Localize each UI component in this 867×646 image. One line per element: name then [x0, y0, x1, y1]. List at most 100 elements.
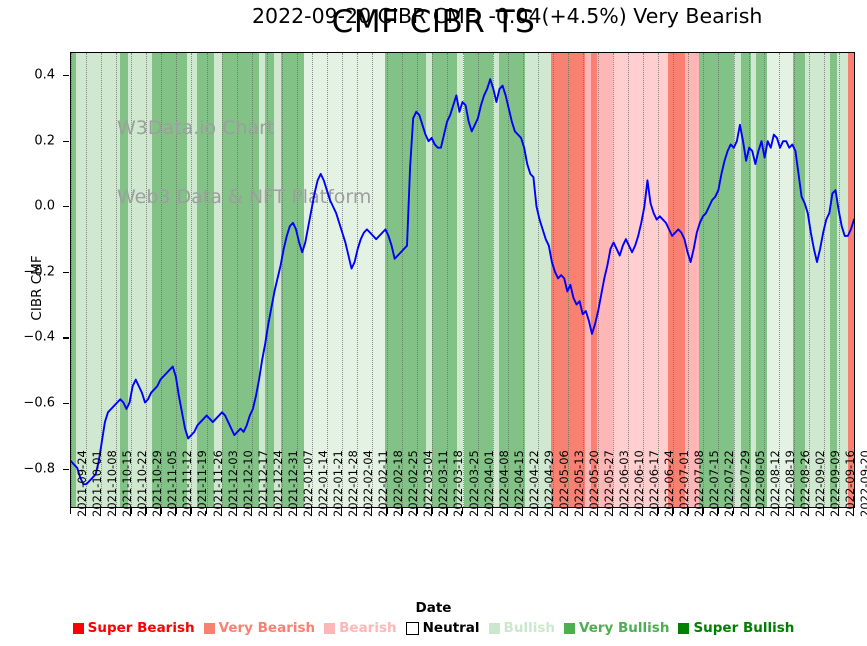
- regime-band: [258, 53, 265, 507]
- legend-item[interactable]: Very Bearish: [203, 620, 316, 636]
- x-tick-mark: [160, 508, 162, 514]
- gridline: [191, 53, 193, 507]
- legend-item[interactable]: Super Bearish: [72, 620, 195, 636]
- x-tick-label: 2022-04-29: [541, 450, 556, 517]
- regime-band: [385, 53, 426, 507]
- x-tick-label: 2022-07-08: [692, 450, 707, 517]
- y-tick-mark: [63, 206, 69, 208]
- gridline: [598, 53, 600, 507]
- legend-item[interactable]: Very Bullish: [563, 620, 669, 636]
- x-tick-label: 2022-07-01: [677, 450, 692, 517]
- x-tick-label: 2022-09-02: [812, 450, 827, 517]
- x-tick-mark: [642, 508, 644, 514]
- gridline: [281, 53, 283, 507]
- regime-band: [498, 53, 525, 507]
- x-tick-label: 2021-10-29: [150, 450, 165, 517]
- gridline: [372, 53, 374, 507]
- regime-band: [740, 53, 751, 507]
- regime-band: [585, 53, 592, 507]
- x-tick-mark: [702, 508, 704, 514]
- x-tick-label: 2021-09-24: [75, 450, 89, 517]
- regime-band: [264, 53, 274, 507]
- x-tick-label: 2021-11-26: [210, 450, 225, 517]
- y-tick-label: −0.8: [23, 461, 55, 477]
- legend-item[interactable]: Super Bullish: [678, 620, 794, 636]
- x-tick-label: 2022-01-21: [330, 450, 345, 517]
- x-tick-mark: [386, 508, 388, 514]
- x-tick-mark: [672, 508, 674, 514]
- x-tick-label: 2022-04-22: [526, 450, 541, 517]
- x-tick-mark: [491, 508, 493, 514]
- x-tick-mark: [70, 508, 72, 514]
- x-tick-label: 2021-11-12: [180, 450, 195, 517]
- regime-band: [755, 53, 767, 507]
- regime-band: [793, 53, 805, 507]
- x-tick-label: 2022-05-27: [602, 450, 617, 517]
- y-axis: 0.4 0.2 0.0 −0.2 −0.4 −0.6 −0.8: [0, 52, 69, 508]
- x-tick-mark: [792, 508, 795, 514]
- y-tick-label: −0.6: [23, 395, 55, 411]
- x-tick-label: 2022-02-11: [376, 450, 391, 517]
- x-tick-label: 2022-05-20: [586, 450, 601, 517]
- gridline: [432, 53, 434, 507]
- legend-label: Very Bearish: [218, 620, 316, 636]
- gridline: [567, 53, 569, 507]
- x-tick-mark: [853, 508, 855, 514]
- gridline: [733, 53, 735, 507]
- legend-item[interactable]: Neutral: [405, 620, 480, 636]
- legend-swatch-icon: [563, 622, 575, 634]
- gridline: [342, 53, 344, 507]
- x-tick-mark: [130, 508, 132, 514]
- gridline: [161, 53, 163, 507]
- gridline: [447, 53, 449, 507]
- y-tick-mark: [63, 74, 69, 77]
- x-tick-label: 2022-04-08: [496, 450, 511, 517]
- y-tick-mark: [63, 140, 69, 142]
- gridline: [613, 53, 615, 507]
- legend-item[interactable]: Bullish: [488, 620, 555, 636]
- x-tick-mark: [145, 508, 147, 514]
- legend-swatch-icon: [488, 622, 500, 634]
- x-tick-mark: [476, 508, 478, 514]
- x-tick-label: 2022-08-19: [782, 450, 797, 517]
- x-tick-mark: [356, 508, 358, 514]
- x-tick-label: 2022-01-14: [315, 450, 330, 517]
- gridline: [236, 53, 238, 507]
- gridline: [71, 53, 72, 507]
- series-line-cibr-cmf: [71, 53, 854, 507]
- x-tick-mark: [175, 508, 177, 514]
- x-tick-mark: [205, 508, 207, 514]
- gridline: [552, 53, 554, 507]
- gridline: [146, 53, 148, 507]
- gridline: [492, 53, 494, 507]
- x-tick-label: 2021-10-08: [105, 450, 120, 517]
- gridline: [462, 53, 464, 507]
- gridline: [643, 53, 645, 507]
- gridline: [507, 53, 509, 507]
- regime-band: [667, 53, 685, 507]
- x-tick-mark: [325, 508, 328, 514]
- x-tick-mark: [807, 508, 810, 514]
- regime-band: [119, 53, 128, 507]
- gridline: [718, 53, 720, 507]
- gridline: [86, 53, 88, 507]
- regime-band: [492, 53, 499, 507]
- regime-band: [830, 53, 838, 507]
- x-tick-mark: [310, 508, 313, 514]
- plot-area: W3Data.io Chart Web3 Data & NFT Platform: [70, 52, 855, 508]
- legend-item[interactable]: Bearish: [324, 620, 397, 636]
- gridline: [221, 53, 223, 507]
- x-tick-mark: [235, 508, 237, 514]
- regime-band: [75, 53, 120, 507]
- y-tick-label: 0.4: [34, 67, 55, 83]
- regime-band: [71, 53, 76, 507]
- regime-band: [304, 53, 385, 507]
- x-tick-mark: [220, 508, 222, 514]
- gridline: [417, 53, 419, 507]
- gridline: [477, 53, 479, 507]
- gridline: [582, 53, 584, 507]
- regime-band: [425, 53, 433, 507]
- x-tick-label: 2022-07-15: [707, 450, 722, 517]
- regime-band: [837, 53, 849, 507]
